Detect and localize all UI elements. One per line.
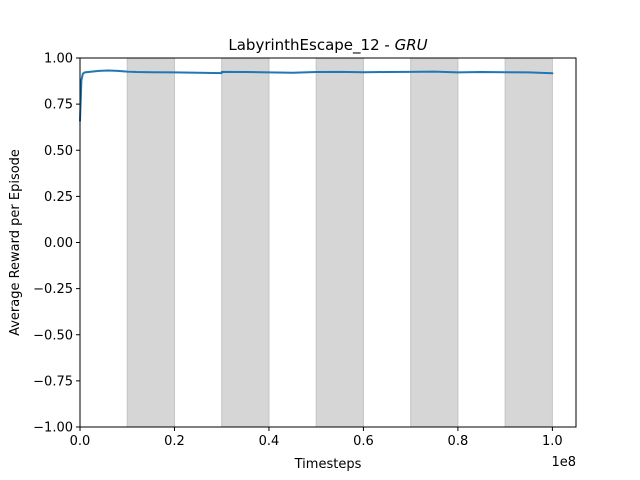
shaded-regions <box>126 57 553 428</box>
x-axis: 0.0 0.2 0.4 0.6 0.8 1.0 <box>70 427 563 449</box>
chart-title-italic: GRU <box>395 36 428 54</box>
x-tick-label: 0.8 <box>448 434 469 449</box>
shaded-region-1 <box>126 57 175 428</box>
x-axis-label: Timesteps <box>294 457 362 472</box>
y-tick-label: 0.25 <box>44 190 73 205</box>
y-axis-label: Average Reward per Episode <box>8 149 23 336</box>
shaded-region-2 <box>221 57 270 428</box>
x-axis-offset-label: 1e8 <box>551 455 576 470</box>
x-tick-label: 1.0 <box>542 434 563 449</box>
y-tick-label: −1.00 <box>33 421 73 436</box>
x-tick-label: 0.4 <box>259 434 280 449</box>
y-tick-label: −0.50 <box>33 328 73 343</box>
shaded-region-5 <box>504 57 553 428</box>
chart-title: LabyrinthEscape_12 - GRU <box>228 36 427 55</box>
y-tick-label: −0.25 <box>33 282 73 297</box>
chart-title-main: LabyrinthEscape_12 - <box>228 36 394 55</box>
shaded-region-3 <box>315 57 364 428</box>
shaded-region-4 <box>410 57 459 428</box>
x-tick-label: 0.6 <box>353 434 374 449</box>
series-line-1 <box>79 69 554 122</box>
y-tick-label: 0.75 <box>44 98 73 113</box>
y-tick-label: 1.00 <box>44 52 73 67</box>
y-axis: −1.00 −0.75 −0.50 −0.25 0.00 0.25 0.50 0.75 1.00 <box>33 52 80 436</box>
series-group <box>79 69 554 122</box>
x-tick-label: 0.2 <box>164 434 185 449</box>
y-tick-label: −0.75 <box>33 374 73 389</box>
y-tick-label: 0.50 <box>44 144 73 159</box>
y-tick-label: 0.00 <box>44 236 73 251</box>
x-tick-label: 0.0 <box>70 434 91 449</box>
